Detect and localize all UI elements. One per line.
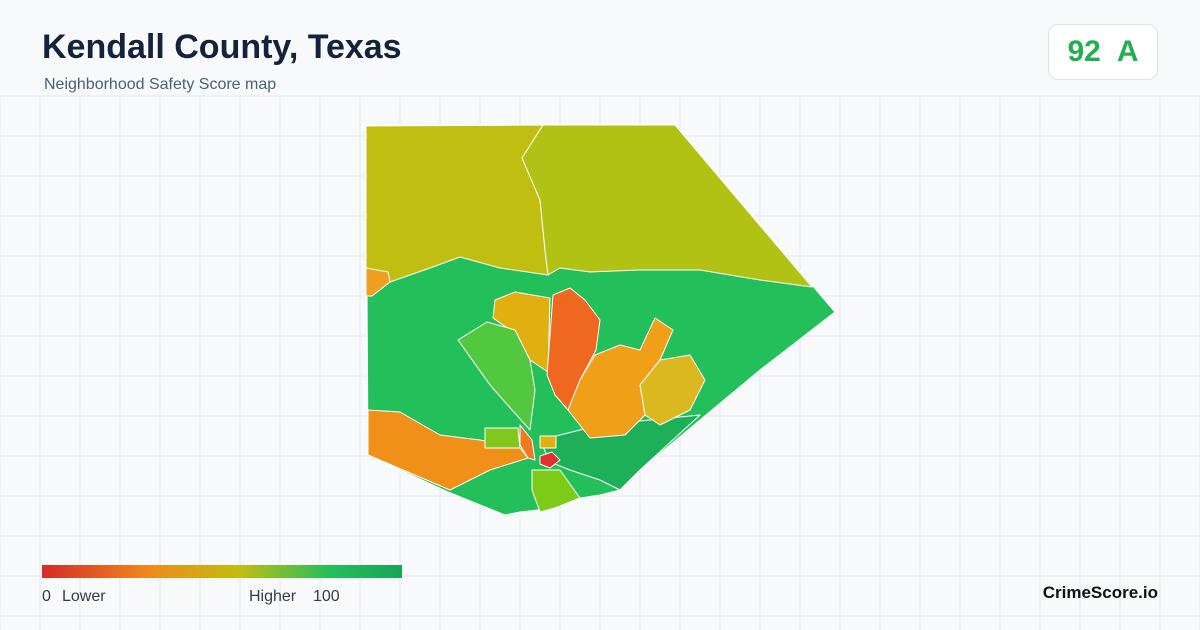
region	[484, 427, 521, 449]
score-grade: A	[1116, 35, 1139, 68]
region	[539, 435, 557, 449]
region	[365, 267, 391, 297]
score-badge: 92 A	[1048, 24, 1158, 80]
region	[367, 409, 529, 491]
subtitle: Neighborhood Safety Score map	[44, 76, 277, 93]
region	[492, 291, 551, 373]
legend-gradient	[42, 565, 402, 578]
legend-min: 0	[42, 588, 51, 605]
county-map	[365, 124, 836, 516]
title: Kendall County, Texas	[42, 28, 402, 66]
region	[521, 124, 813, 288]
region	[457, 321, 536, 431]
score-value: 92	[1067, 35, 1101, 68]
region	[639, 354, 706, 426]
legend-min-label: Lower	[62, 588, 106, 605]
legend-max: 100	[313, 588, 340, 605]
region	[531, 469, 581, 513]
region	[546, 287, 601, 411]
region	[539, 451, 561, 469]
legend-max-label: Higher	[249, 588, 297, 605]
region	[519, 424, 536, 461]
brand: CrimeScore.io	[1042, 583, 1158, 602]
